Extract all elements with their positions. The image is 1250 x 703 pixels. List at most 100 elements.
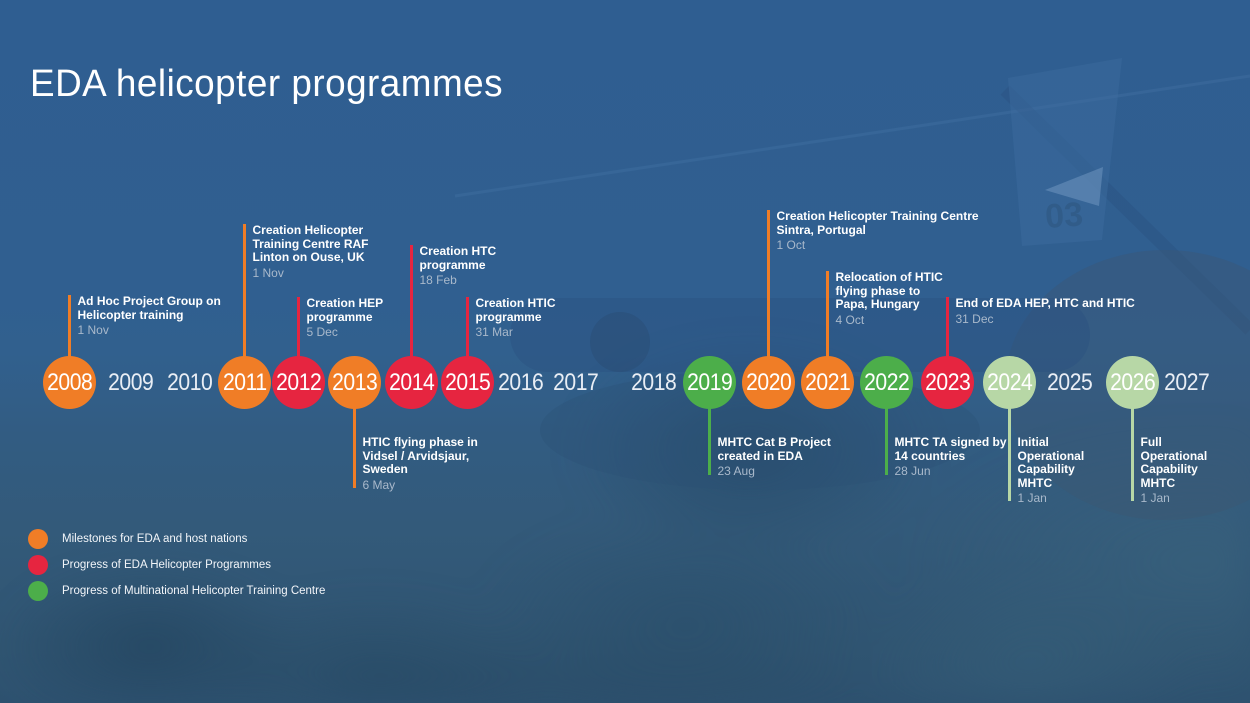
annotation-date: 1 Nov bbox=[252, 265, 284, 280]
annotation-date: 1 Jan bbox=[1017, 491, 1047, 505]
rotor-blade-icon bbox=[1000, 85, 1250, 335]
timeline-year-2019-marker: 2019 bbox=[683, 356, 736, 409]
annotation-date: 18 Feb bbox=[419, 273, 457, 287]
annotation-title: Creation Helicopter Training Centre Sint… bbox=[776, 209, 979, 237]
annotation-connector-line bbox=[465, 297, 469, 357]
year-label: 2019 bbox=[686, 368, 733, 396]
annotation-date: 1 Jan bbox=[1140, 491, 1170, 505]
legend-label: Progress of EDA Helicopter Programmes bbox=[62, 559, 271, 571]
year-label: 2013 bbox=[331, 368, 378, 396]
year-label: 2017 bbox=[552, 368, 599, 396]
annotation-title: HTIC flying phase in Vidsel / Arvidsjaur… bbox=[362, 435, 478, 476]
legend-label: Progress of Multinational Helicopter Tra… bbox=[62, 585, 326, 597]
orange-dot-icon bbox=[28, 529, 48, 549]
annotation-connector-line bbox=[409, 245, 413, 357]
timeline-year-2013-marker: 2013 bbox=[328, 356, 381, 409]
annotation-connector-line bbox=[945, 297, 949, 357]
tail-fin bbox=[1008, 58, 1122, 246]
annotation-connector-line bbox=[67, 295, 71, 357]
annotation-text: Creation Helicopter Training Centre Sint… bbox=[776, 209, 979, 252]
timeline-year-2012-marker: 2012 bbox=[272, 356, 325, 409]
annotation-connector-line bbox=[884, 407, 888, 475]
year-label: 2014 bbox=[388, 368, 435, 396]
annotation-date: 6 May bbox=[362, 477, 396, 492]
timeline-year-2016: 2016 bbox=[494, 356, 547, 409]
timeline-year-2022-marker: 2022 bbox=[860, 356, 913, 409]
annotation-text: Creation HTIC programme 31 Mar bbox=[475, 296, 556, 339]
timeline-year-2024-marker: 2024 bbox=[983, 356, 1036, 409]
annotation-text: Ad Hoc Project Group on Helicopter train… bbox=[77, 294, 221, 337]
annotation-title: Relocation of HTIC flying phase to Papa,… bbox=[835, 270, 943, 311]
annotation-connector-line bbox=[825, 271, 829, 357]
annotation-text: Creation Helicopter Training Centre RAF … bbox=[252, 223, 369, 280]
annotation-title: Creation HEP programme bbox=[306, 296, 384, 324]
annotation-connector-line bbox=[296, 297, 300, 357]
tail-insignia-icon bbox=[1045, 167, 1103, 206]
timeline-year-2017: 2017 bbox=[549, 356, 602, 409]
annotation-text: Initial Operational Capability MHTC 1 Jan bbox=[1017, 435, 1085, 505]
annotation-text: Full Operational Capability MHTC 1 Jan bbox=[1140, 435, 1208, 505]
annotation-text: Creation HTC programme 18 Feb bbox=[419, 244, 497, 287]
tail-number: 03 bbox=[1044, 195, 1084, 236]
annotation-title: Initial Operational Capability MHTC bbox=[1017, 435, 1085, 490]
annotation-title: Full Operational Capability MHTC bbox=[1140, 435, 1208, 490]
timeline-year-2020-marker: 2020 bbox=[742, 356, 795, 409]
annotation-connector-line bbox=[352, 407, 356, 488]
year-label: 2024 bbox=[986, 368, 1033, 396]
year-label: 2016 bbox=[497, 368, 544, 396]
year-label: 2025 bbox=[1046, 368, 1093, 396]
timeline-year-2008-marker: 2008 bbox=[43, 356, 96, 409]
annotation-date: 1 Oct bbox=[776, 238, 806, 252]
year-label: 2021 bbox=[804, 368, 851, 396]
annotation-date: 23 Aug bbox=[717, 464, 755, 478]
annotation-text: HTIC flying phase in Vidsel / Arvidsjaur… bbox=[362, 435, 478, 492]
year-label: 2026 bbox=[1109, 368, 1156, 396]
legend-item-progress-hep: Progress of EDA Helicopter Programmes bbox=[28, 552, 325, 578]
green-dot-icon bbox=[28, 581, 48, 601]
timeline-year-2009: 2009 bbox=[104, 356, 157, 409]
year-label: 2020 bbox=[745, 368, 792, 396]
legend-item-progress-mhtc: Progress of Multinational Helicopter Tra… bbox=[28, 578, 325, 604]
red-dot-icon bbox=[28, 555, 48, 575]
timeline-year-2025: 2025 bbox=[1043, 356, 1096, 409]
annotation-connector-line bbox=[766, 210, 770, 357]
annotation-connector-line bbox=[242, 224, 246, 357]
annotation-date: 1 Nov bbox=[77, 323, 109, 337]
annotation-title: Creation HTC programme bbox=[419, 244, 497, 272]
timeline-year-2021-marker: 2021 bbox=[801, 356, 854, 409]
year-label: 2008 bbox=[46, 368, 93, 396]
legend-item-milestones: Milestones for EDA and host nations bbox=[28, 526, 325, 552]
annotation-text: End of EDA HEP, HTC and HTIC 31 Dec bbox=[956, 296, 1135, 325]
annotation-title: MHTC Cat B Project created in EDA bbox=[717, 435, 831, 463]
annotation-title: Creation HTIC programme bbox=[475, 296, 556, 324]
annotation-connector-line bbox=[1007, 407, 1011, 501]
timeline-year-2014-marker: 2014 bbox=[385, 356, 438, 409]
annotation-text: Creation HEP programme 5 Dec bbox=[306, 296, 384, 339]
annotation-title: Creation Helicopter Training Centre RAF … bbox=[252, 223, 369, 264]
annotation-date: 4 Oct bbox=[835, 312, 865, 327]
annotation-date: 28 Jun bbox=[894, 464, 931, 478]
annotation-text: MHTC TA signed by 14 countries 28 Jun bbox=[894, 435, 1007, 478]
year-label: 2027 bbox=[1163, 368, 1210, 396]
annotation-connector-line bbox=[707, 407, 711, 475]
timeline-year-2027: 2027 bbox=[1160, 356, 1213, 409]
timeline-year-2011-marker: 2011 bbox=[218, 356, 271, 409]
annotation-date: 31 Mar bbox=[475, 325, 513, 339]
rotor-blade-icon bbox=[454, 74, 1250, 198]
legend: Milestones for EDA and host nations Prog… bbox=[28, 526, 325, 604]
timeline-year-2018: 2018 bbox=[627, 356, 680, 409]
year-label: 2012 bbox=[275, 368, 322, 396]
annotation-title: MHTC TA signed by 14 countries bbox=[894, 435, 1007, 463]
timeline-year-2023-marker: 2023 bbox=[921, 356, 974, 409]
annotation-connector-line bbox=[1130, 407, 1134, 501]
page-title: EDA helicopter programmes bbox=[30, 63, 504, 106]
year-label: 2022 bbox=[863, 368, 910, 396]
annotation-date: 5 Dec bbox=[306, 325, 338, 339]
year-label: 2015 bbox=[444, 368, 491, 396]
timeline-year-2026-marker: 2026 bbox=[1106, 356, 1159, 409]
year-label: 2011 bbox=[222, 368, 267, 396]
year-label: 2018 bbox=[630, 368, 677, 396]
annotation-text: MHTC Cat B Project created in EDA 23 Aug bbox=[717, 435, 831, 478]
annotation-title: Ad Hoc Project Group on Helicopter train… bbox=[77, 294, 221, 322]
